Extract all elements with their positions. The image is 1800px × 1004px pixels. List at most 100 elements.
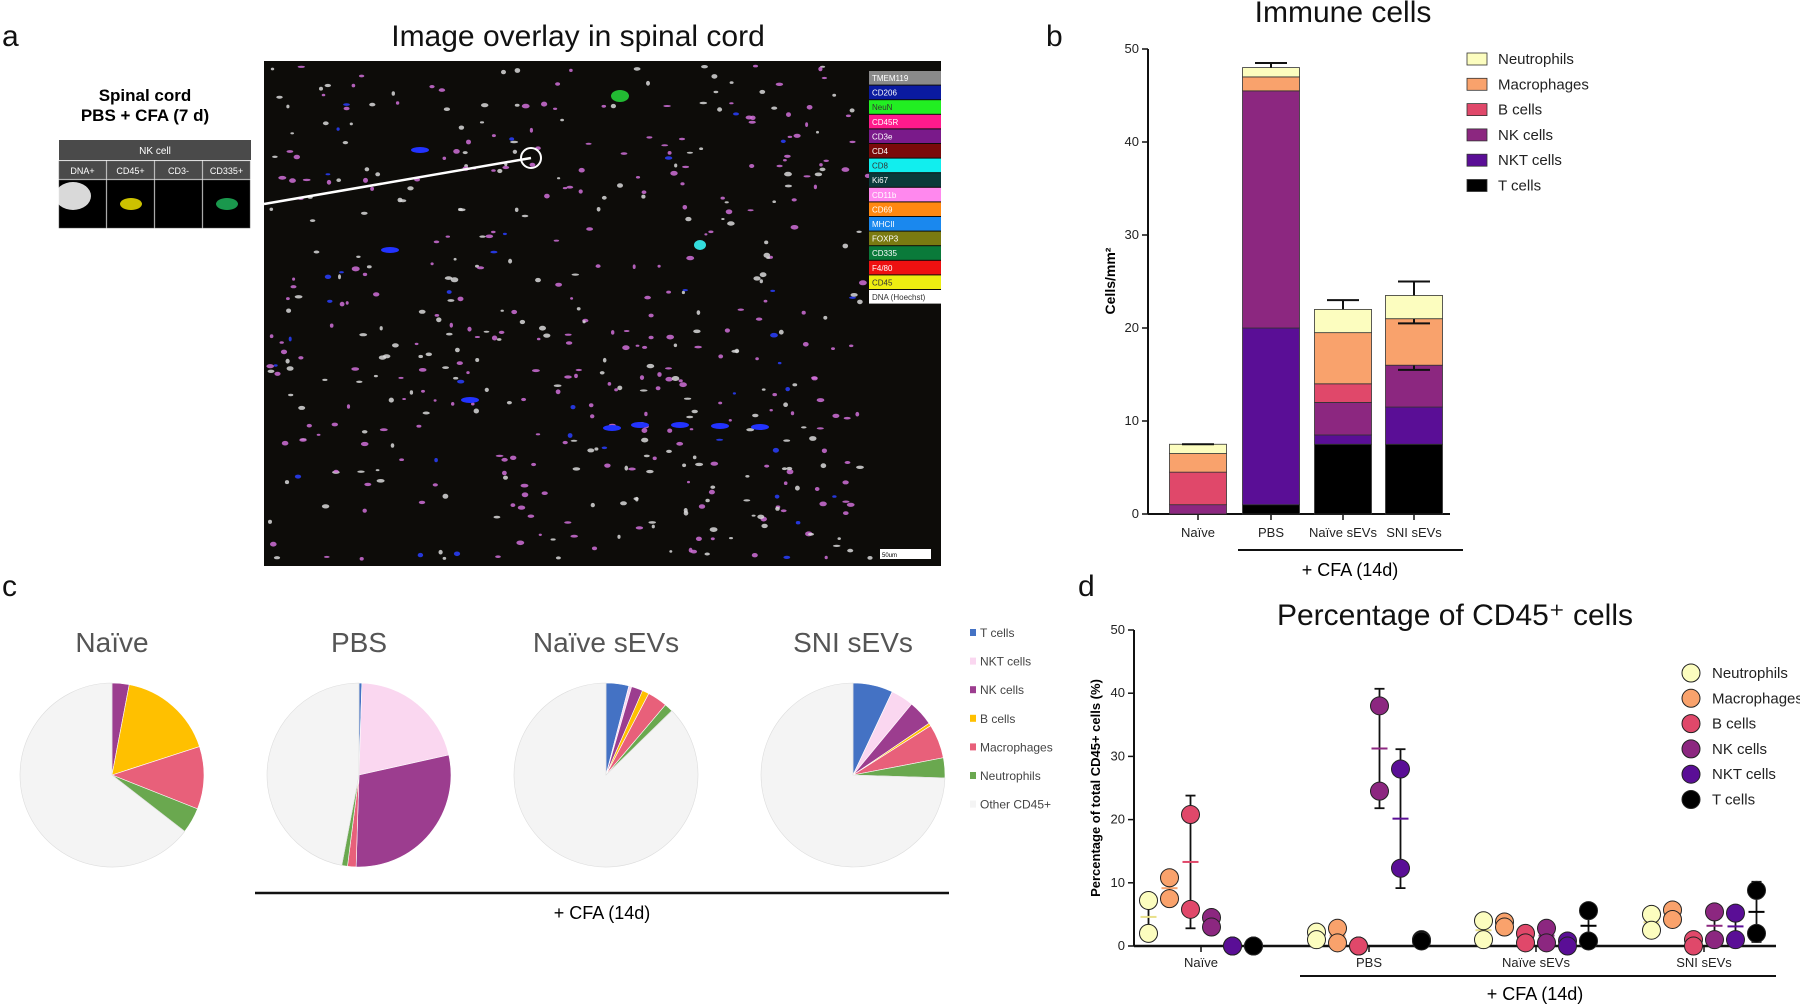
cell-signal: [661, 144, 669, 147]
pie-slice-other-cd45-: [19, 682, 186, 868]
cell-signal: [759, 279, 763, 284]
cell-signal: [720, 196, 725, 200]
cell-signal: [673, 343, 678, 348]
cell-signal: [298, 405, 306, 410]
channel-legend: TMEM119 CD206 NeuN CD45R CD3e CD4 CD8 Ki67 CD11b…: [869, 71, 941, 304]
cell-signal: [527, 514, 535, 518]
cell-signal: [358, 74, 365, 78]
cell-signal: [458, 125, 465, 130]
cell-signal: [362, 272, 368, 277]
cell-signal: [451, 402, 455, 406]
cell-signal: [541, 101, 548, 107]
bar-segment-nk-cells: [1242, 90, 1300, 329]
cell-signal: [316, 433, 321, 436]
cell-signal: [418, 354, 424, 359]
cell-signal: [769, 409, 773, 412]
y-tick-label: 10: [1111, 875, 1125, 890]
cell-signal: [299, 438, 307, 442]
cell-signal: [686, 151, 694, 154]
cell-signal: [544, 193, 550, 199]
data-point-macrophages: [1495, 917, 1514, 937]
cell-signal: [688, 547, 693, 553]
cell-signal: [543, 333, 551, 338]
cell-signal: [787, 135, 793, 138]
cell-signal: [641, 194, 646, 199]
channel-swatch: [869, 260, 941, 275]
panel-label-a: a: [2, 20, 19, 53]
cell-signal: [272, 155, 278, 158]
data-point-b-cells: [1684, 936, 1703, 956]
cell-signal: [729, 102, 734, 105]
x-tick-label: Naïve sEVs: [1309, 525, 1377, 540]
channel-swatch: [869, 129, 941, 143]
cfa-group-label: + CFA (14d): [1302, 560, 1399, 580]
cell-signal: [575, 368, 582, 372]
cell-signal: [671, 376, 680, 381]
cell-signal: [867, 556, 873, 560]
cell-signal: [567, 433, 573, 438]
panel-b-bar-chart: Immune cells Cells/mm² + CFA (14d) 0 10 20…: [1102, 0, 1589, 580]
channel-label: CD4: [872, 147, 889, 156]
bar-segment-t-cells: [1314, 443, 1372, 515]
cell-signal: [849, 296, 856, 299]
cell-signal: [759, 89, 766, 94]
cell-signal: [820, 463, 827, 469]
cell-signal: [611, 90, 629, 102]
cell-signal: [430, 262, 434, 266]
data-point-nkt-cells: [1726, 903, 1745, 923]
cell-signal: [326, 179, 332, 185]
cell-signal: [704, 552, 710, 556]
cell-signal: [473, 408, 479, 414]
cell-signal: [819, 167, 826, 172]
bar-segment-b-cells: [1314, 383, 1372, 403]
cell-signal: [516, 540, 525, 546]
cell-signal: [849, 140, 856, 144]
cell-signal: [509, 137, 515, 141]
cell-signal: [418, 500, 426, 505]
microscopy-image: [264, 61, 941, 566]
panel-d-scatter-chart: Percentage of CD45⁺ cells Percentage of …: [1088, 599, 1800, 1004]
cell-signal: [324, 83, 331, 88]
cell-signal: [632, 264, 636, 270]
cell-signal: [503, 475, 508, 480]
cell-signal: [520, 483, 529, 488]
cell-signal: [491, 169, 496, 172]
cell-signal: [351, 83, 356, 88]
cell-signal: [759, 272, 767, 278]
cell-signal: [456, 361, 463, 365]
bar-segment-nkt-cells: [1385, 406, 1443, 445]
cell-signal: [604, 463, 611, 468]
panel-label-c: c: [2, 570, 17, 603]
cell-signal: [273, 556, 281, 560]
data-point-nkt-cells: [1558, 936, 1577, 956]
cell-signal: [476, 266, 485, 270]
cell-signal: [495, 555, 501, 558]
cell-signal: [652, 456, 657, 461]
cell-signal: [564, 521, 572, 524]
cell-signal: [445, 235, 450, 238]
cell-signal: [778, 329, 784, 335]
cell-signal: [641, 437, 649, 443]
cell-signal: [710, 537, 715, 541]
data-point-neutrophils: [1474, 911, 1493, 931]
cell-signal: [686, 255, 695, 261]
data-point-nk-cells: [1370, 781, 1389, 801]
cell-signal: [599, 371, 605, 375]
panel-c-pie-charts: + CFA (14d) Naïve PBS Naïve sEVs SNI sEVs T …: [19, 626, 1053, 923]
cell-signal: [446, 332, 453, 336]
legend-label: NKT cells: [1498, 152, 1562, 169]
cell-signal: [847, 548, 854, 553]
cell-signal: [481, 103, 489, 108]
cell-signal: [783, 555, 791, 560]
cell-signal: [718, 401, 723, 405]
cell-signal: [678, 379, 683, 383]
channel-swatch: [869, 202, 941, 216]
data-point-neutrophils: [1307, 930, 1326, 950]
cell-signal: [562, 440, 568, 445]
cell-signal: [859, 280, 867, 286]
cell-signal: [379, 326, 383, 331]
cell-signal: [648, 521, 656, 524]
microscopy-cells: [266, 64, 873, 561]
cell-signal: [338, 274, 341, 280]
cell-signal: [771, 106, 778, 110]
